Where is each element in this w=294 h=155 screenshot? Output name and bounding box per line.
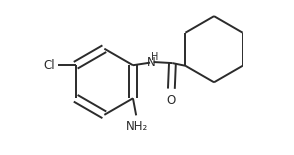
Text: O: O [167,94,176,107]
Text: H: H [151,52,159,62]
Text: NH₂: NH₂ [126,120,148,133]
Text: Cl: Cl [44,59,56,72]
Text: N: N [147,55,156,69]
